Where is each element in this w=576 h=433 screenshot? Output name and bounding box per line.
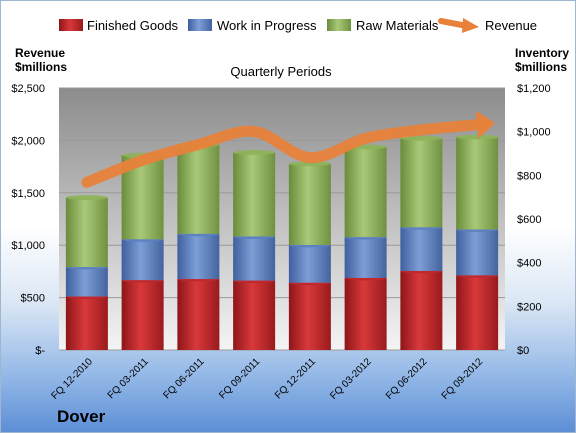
- bar-finished-goods: [65, 296, 108, 350]
- bar-finished-goods: [456, 275, 499, 350]
- chart-title: Quarterly Periods: [230, 64, 332, 79]
- left-axis-label-line1: Revenue: [15, 46, 65, 60]
- category-label: FQ 03-2011: [106, 356, 151, 401]
- legend-swatch-finished-goods: [59, 19, 83, 31]
- legend: Finished Goods Work in Progress Raw Mate…: [59, 18, 537, 33]
- bar-work-in-progress: [233, 236, 276, 281]
- bar-work-in-progress: [121, 239, 164, 281]
- bar-raw-materials: [177, 144, 220, 234]
- bar-work-in-progress: [288, 244, 331, 283]
- bar-finished-goods: [177, 279, 220, 350]
- category-label: FQ 06-2011: [162, 356, 207, 401]
- left-tick-label: $2,000: [11, 135, 45, 147]
- bar-cap-raw-materials: [233, 149, 276, 155]
- category-label: FQ 12-2010: [49, 356, 95, 402]
- company-name: Dover: [57, 407, 106, 426]
- left-tick-label: $1,000: [11, 240, 45, 252]
- bar-work-in-progress: [177, 233, 220, 280]
- bar-finished-goods: [121, 280, 164, 350]
- right-tick-label: $1,200: [517, 83, 551, 95]
- category-label: FQ 09-2012: [440, 356, 486, 402]
- bar-cap-raw-materials: [288, 161, 331, 167]
- bar-work-in-progress: [400, 227, 443, 271]
- bar-raw-materials: [288, 163, 331, 245]
- legend-swatch-work-in-progress: [188, 19, 212, 31]
- left-tick-label: $-: [35, 345, 45, 357]
- left-tick-label: $2,500: [11, 83, 45, 95]
- bar-finished-goods: [233, 280, 276, 350]
- left-axis-label-line2: $millions: [15, 60, 67, 74]
- category-label: FQ 03-2012: [328, 356, 374, 402]
- left-tick-label: $500: [21, 293, 45, 305]
- category-label: FQ 06-2012: [384, 356, 430, 402]
- revenue-line: [81, 119, 483, 188]
- right-tick-label: $600: [517, 214, 541, 226]
- legend-revenue-arrow-icon: [462, 18, 479, 33]
- right-tick-label: $200: [517, 301, 541, 313]
- legend-label-revenue: Revenue: [485, 18, 537, 33]
- bar-finished-goods: [344, 277, 387, 350]
- bar-raw-materials: [233, 152, 276, 237]
- legend-swatch-raw-materials: [327, 19, 351, 31]
- bar-raw-materials: [400, 138, 443, 228]
- right-axis-label-line1: Inventory: [515, 46, 569, 60]
- bar-work-in-progress: [65, 267, 108, 297]
- bar-raw-materials: [456, 137, 499, 230]
- bar-raw-materials: [344, 146, 387, 238]
- right-tick-label: $800: [517, 170, 541, 182]
- category-label: FQ 09-2011: [217, 356, 262, 401]
- category-label: FQ 12-2011: [273, 356, 318, 401]
- bar-work-in-progress: [344, 237, 387, 278]
- bar-cap-raw-materials: [65, 195, 108, 201]
- legend-label-raw-materials: Raw Materials: [356, 18, 439, 33]
- legend-label-finished-goods: Finished Goods: [87, 18, 179, 33]
- bar-cap-raw-materials: [400, 135, 443, 141]
- bar-finished-goods: [400, 270, 443, 350]
- right-axis-label-line2: $millions: [515, 60, 567, 74]
- bar-work-in-progress: [456, 229, 499, 276]
- bar-finished-goods: [288, 282, 331, 350]
- left-tick-label: $1,500: [11, 188, 45, 200]
- bar-raw-materials: [65, 197, 108, 268]
- right-tick-label: $1,000: [517, 127, 551, 139]
- bar-cap-raw-materials: [456, 134, 499, 140]
- revenue-arrowhead: [475, 110, 496, 139]
- legend-label-work-in-progress: Work in Progress: [217, 18, 317, 33]
- right-tick-label: $0: [517, 345, 529, 357]
- right-tick-label: $400: [517, 258, 541, 270]
